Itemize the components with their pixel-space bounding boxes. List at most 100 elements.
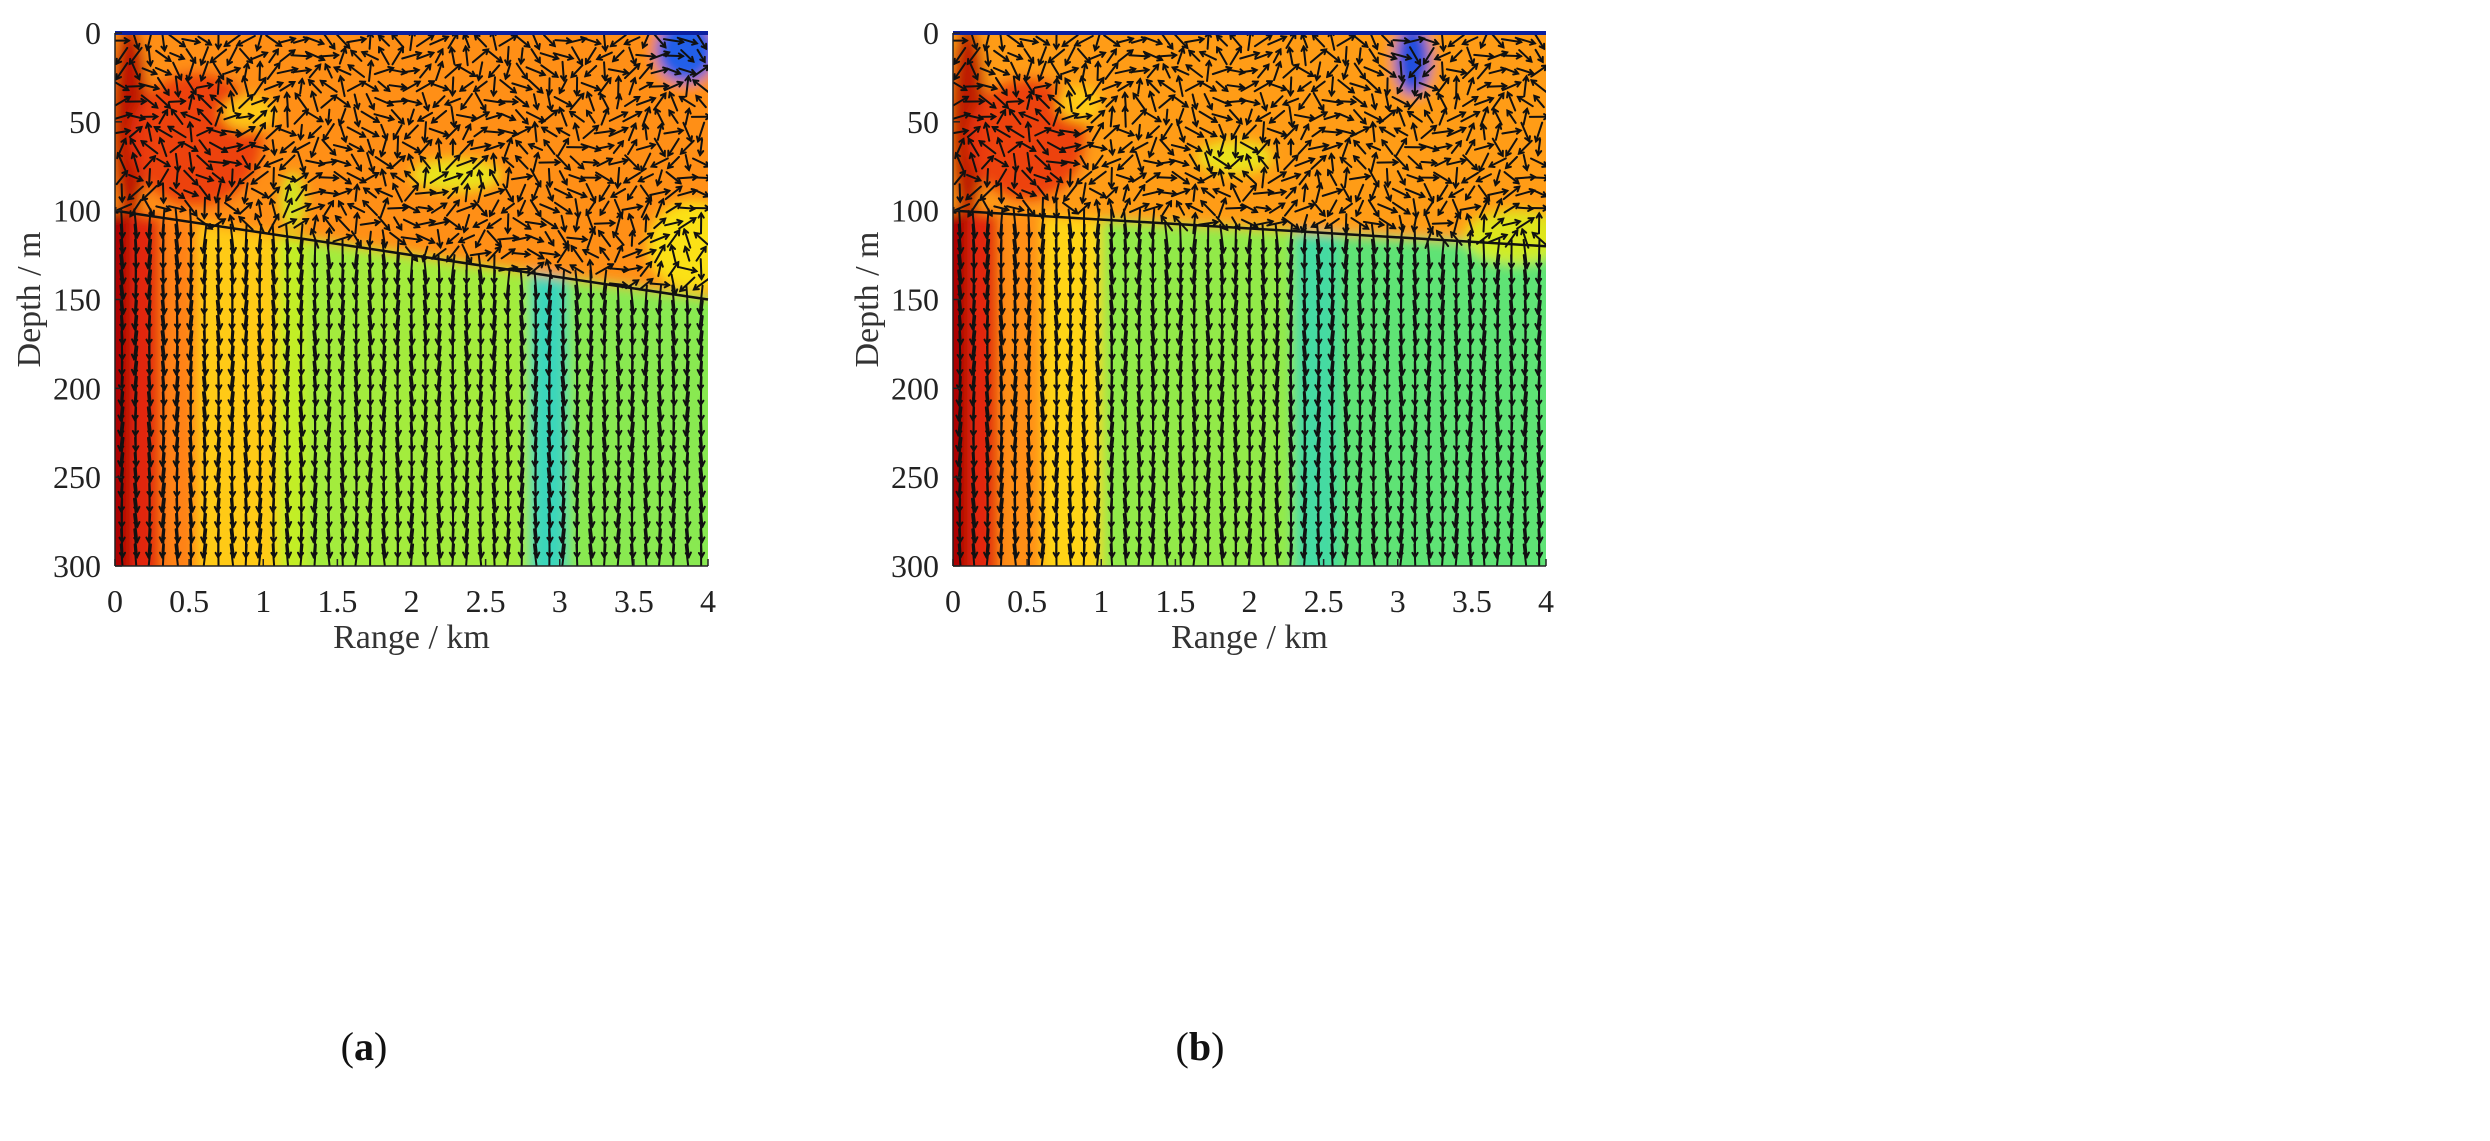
quiver-arrow: [1302, 482, 1308, 513]
quiver-arrow: [1150, 467, 1156, 498]
quiver-arrow: [334, 215, 351, 232]
quiver-arrow: [423, 166, 428, 189]
quiver-arrow: [146, 269, 153, 300]
quiver-arrow: [188, 467, 194, 498]
quiver-arrow: [993, 49, 1010, 62]
x-tick-label: 2: [404, 583, 420, 619]
quiver-arrow: [1225, 206, 1247, 210]
quiver-arrow: [353, 421, 359, 452]
quiver-arrow: [525, 66, 546, 76]
quiver-arrow: [340, 345, 346, 376]
quiver-arrow: [392, 183, 403, 203]
quiver-arrow: [1046, 141, 1066, 153]
quiver-arrow: [133, 482, 139, 513]
quiver-arrowhead: [1286, 45, 1294, 54]
quiver-arrow: [1145, 125, 1160, 139]
quiver-arrow: [602, 391, 607, 422]
quiver-arrowhead: [1235, 117, 1243, 125]
quiver-arrowhead: [672, 260, 680, 269]
quiver-arrowhead: [1317, 104, 1325, 112]
quiver-arrowhead: [487, 70, 496, 79]
quiver-arrow: [570, 245, 584, 263]
quiver-arrowhead: [1279, 35, 1288, 42]
quiver-arrowhead: [243, 568, 248, 572]
quiver-arrow: [1164, 406, 1170, 437]
quiver-arrow: [1081, 436, 1087, 467]
quiver-arrowhead: [1253, 99, 1261, 107]
quiver-arrowhead: [1137, 165, 1145, 174]
quiver-arrow: [1288, 299, 1294, 330]
quiver-arrow: [588, 391, 594, 422]
quiver-arrow: [957, 238, 963, 269]
quiver-arrow: [676, 36, 698, 45]
quiver-arrowhead: [560, 225, 568, 233]
quiver-arrowhead: [368, 103, 376, 111]
quiver-arrow: [1150, 482, 1156, 513]
quiver-arrow: [650, 84, 670, 88]
quiver-arrow: [698, 482, 704, 513]
quiver-arrow: [519, 299, 525, 330]
quiver-arrow: [1272, 48, 1282, 64]
quiver-arrow: [1101, 157, 1122, 167]
quiver-arrowhead: [1175, 199, 1183, 208]
quiver-arrowhead: [426, 204, 435, 213]
quiver-arrow: [292, 37, 310, 44]
quiver-arrowhead: [552, 53, 560, 61]
quiver-arrowhead: [423, 104, 431, 112]
quiver-arrow: [445, 154, 461, 171]
quiver-arrow: [333, 66, 352, 76]
quiver-arrow: [379, 197, 389, 219]
quiver-arrowhead: [163, 160, 172, 168]
quiver-arrow: [979, 67, 996, 75]
quiver-arrow: [1067, 497, 1073, 528]
quiver-arrow: [1081, 452, 1087, 482]
quiver-arrowhead: [272, 568, 277, 572]
quiver-arrow: [626, 185, 638, 201]
quiver-arrowhead: [572, 225, 580, 233]
quiver-arrowhead: [349, 49, 358, 57]
quiver-arrow: [657, 360, 662, 391]
quiver-arrowhead: [684, 74, 692, 82]
quiver-arrow: [268, 48, 279, 64]
quiver-arrow: [395, 299, 401, 330]
quiver-arrowhead: [697, 273, 705, 281]
quiver-arrow: [243, 467, 249, 498]
quiver-arrow: [489, 199, 500, 217]
quiver-arrow: [464, 360, 470, 391]
quiver-arrow: [1131, 108, 1147, 125]
quiver-arrow: [1206, 60, 1211, 83]
quiver-arrowhead: [1301, 568, 1306, 572]
quiver-arrow: [1117, 141, 1133, 154]
quiver-arrow: [677, 189, 698, 197]
quiver-arrow: [1172, 159, 1190, 166]
quiver-arrow: [629, 284, 635, 315]
quiver-arrow: [241, 155, 251, 170]
quiver-arrowhead: [1318, 209, 1326, 218]
quiver-arrow: [1218, 123, 1226, 141]
quiver-arrow: [243, 299, 249, 330]
quiver-arrow: [588, 360, 594, 391]
quiver-arrow: [391, 33, 405, 49]
quiver-arrow: [243, 284, 249, 315]
quiver-arrow: [595, 263, 614, 275]
quiver-arrow: [1219, 375, 1225, 406]
quiver-arrowhead: [1261, 568, 1266, 572]
quiver-arrow: [354, 543, 359, 566]
quiver-arrowhead: [1086, 126, 1094, 133]
quiver-arrow: [278, 37, 296, 44]
quiver-arrowhead: [536, 236, 545, 244]
quiver-arrowhead: [188, 166, 196, 174]
quiver-arrowhead: [622, 176, 631, 184]
quiver-arrow: [1241, 68, 1258, 74]
quiver-arrow: [667, 261, 680, 277]
quiver-arrow: [188, 345, 194, 376]
quiver-arrow: [1282, 216, 1300, 231]
quiver-arrow: [353, 106, 360, 127]
quiver-arrow: [160, 513, 166, 543]
quiver-arrowhead: [1251, 67, 1259, 75]
quiver-arrow: [698, 436, 704, 467]
quiver-arrow: [1165, 108, 1169, 125]
quiver-arrow: [1081, 62, 1087, 80]
quiver-arrow: [436, 543, 441, 566]
quiver-arrowhead: [659, 217, 667, 225]
